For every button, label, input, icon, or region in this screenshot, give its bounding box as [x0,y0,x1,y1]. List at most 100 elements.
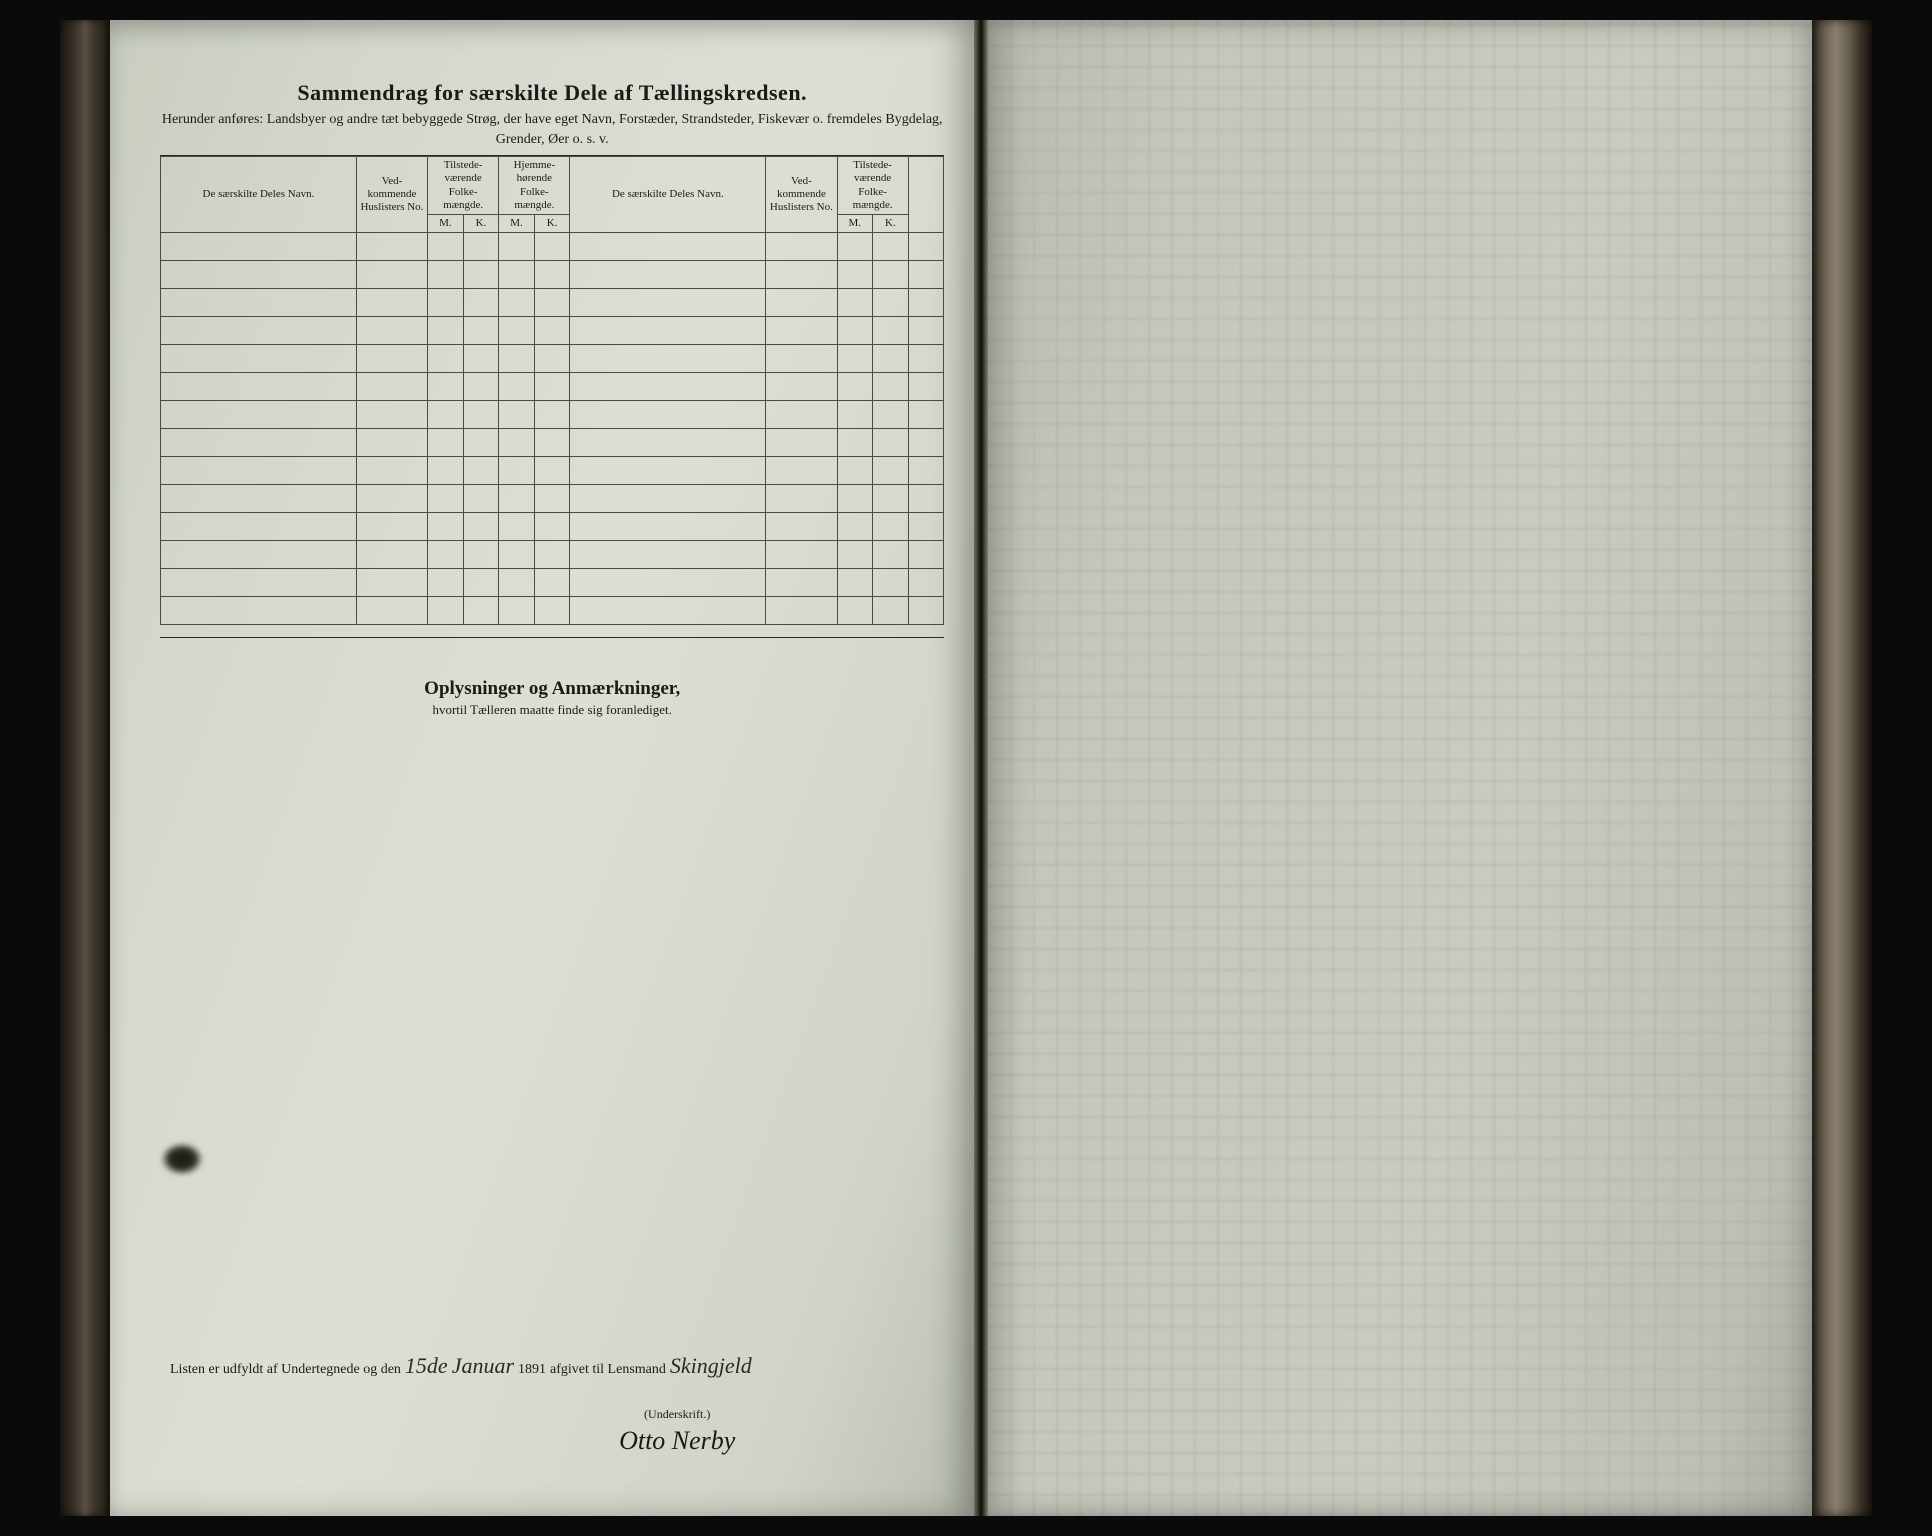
table-cell [161,289,357,317]
footer-month: Januar [452,1353,514,1379]
table-cell [356,317,427,345]
table-cell [499,373,535,401]
table-cell [499,569,535,597]
table-cell [766,401,837,429]
table-cell [873,569,909,597]
table-cell [873,373,909,401]
table-cell [908,513,944,541]
table-cell [837,261,873,289]
footer-block: Listen er udfyldt af Undertegnede og den… [170,1353,944,1456]
table-cell [499,513,535,541]
table-cell [428,457,464,485]
table-cell [873,513,909,541]
table-cell [428,345,464,373]
table-cell [534,261,570,289]
table-cell [908,541,944,569]
table-cell [908,485,944,513]
table-cell [570,513,766,541]
notes-sub: hvortil Tælleren maatte finde sig foranl… [160,702,944,718]
table-cell [570,401,766,429]
table-cell [908,429,944,457]
table-cell [463,597,499,625]
table-cell [534,345,570,373]
col-name-2: De særskilte Deles Navn. [570,157,766,233]
table-cell [570,569,766,597]
table-cell [908,317,944,345]
table-cell [837,401,873,429]
table-cell [499,597,535,625]
table-cell [873,317,909,345]
table-cell [463,345,499,373]
table-row [161,373,944,401]
table-cell [873,401,909,429]
table-cell [766,541,837,569]
table-cell [837,457,873,485]
table-cell [534,485,570,513]
table-cell [463,317,499,345]
table-row [161,485,944,513]
col-k: K. [463,214,499,232]
table-cell [534,457,570,485]
table-row [161,429,944,457]
header-block: Sammendrag for særskilte Dele af Tælling… [160,80,944,149]
table-cell [908,597,944,625]
subtitle: Herunder anføres: Landsbyer og andre tæt… [160,110,944,149]
table-cell [499,429,535,457]
col-ved-1: Ved- kommende Huslisters No. [356,157,427,233]
date-line: Listen er udfyldt af Undertegnede og den… [170,1353,944,1379]
table-cell [837,317,873,345]
footer-day: 15de [405,1353,448,1379]
table-cell [161,597,357,625]
table-cell [837,429,873,457]
notes-title: Oplysninger og Anmærkninger, [160,678,944,700]
table-cell [428,569,464,597]
table-cell [161,233,357,261]
book-spread: Sammendrag for særskilte Dele af Tælling… [60,20,1872,1516]
table-cell [837,569,873,597]
table-cell [356,513,427,541]
table-cell [499,401,535,429]
table-cell [428,429,464,457]
table-cell [766,289,837,317]
main-title: Sammendrag for særskilte Dele af Tælling… [160,80,944,106]
table-cell [766,597,837,625]
notes-block: Oplysninger og Anmærkninger, hvortil Tæl… [160,637,944,718]
table-cell [428,597,464,625]
table-cell [766,457,837,485]
table-cell [428,289,464,317]
summary-table-wrap: De særskilte Deles Navn. Ved- kommende H… [160,155,944,625]
table-cell [534,401,570,429]
table-cell [161,513,357,541]
table-cell [356,233,427,261]
table-cell [534,541,570,569]
table-row [161,569,944,597]
col-ved-2: Ved- kommende Huslisters No. [766,157,837,233]
col-tilstede-2: Tilstede- værende Folke- mængde. [837,157,908,215]
table-cell [908,457,944,485]
table-cell [499,233,535,261]
table-cell [463,233,499,261]
table-cell [873,429,909,457]
table-cell [463,513,499,541]
table-cell [766,345,837,373]
table-cell [873,597,909,625]
table-cell [499,541,535,569]
table-cell [356,401,427,429]
col-k: K. [534,214,570,232]
table-cell [570,457,766,485]
table-row [161,233,944,261]
table-row [161,513,944,541]
col-m: M. [428,214,464,232]
table-cell [463,373,499,401]
table-cell [161,569,357,597]
table-row [161,597,944,625]
table-cell [837,373,873,401]
table-cell [428,401,464,429]
table-cell [766,485,837,513]
table-cell [356,345,427,373]
table-row [161,317,944,345]
table-cell [428,373,464,401]
table-cell [534,233,570,261]
book-gutter [974,20,988,1516]
table-head: De særskilte Deles Navn. Ved- kommende H… [161,157,944,233]
